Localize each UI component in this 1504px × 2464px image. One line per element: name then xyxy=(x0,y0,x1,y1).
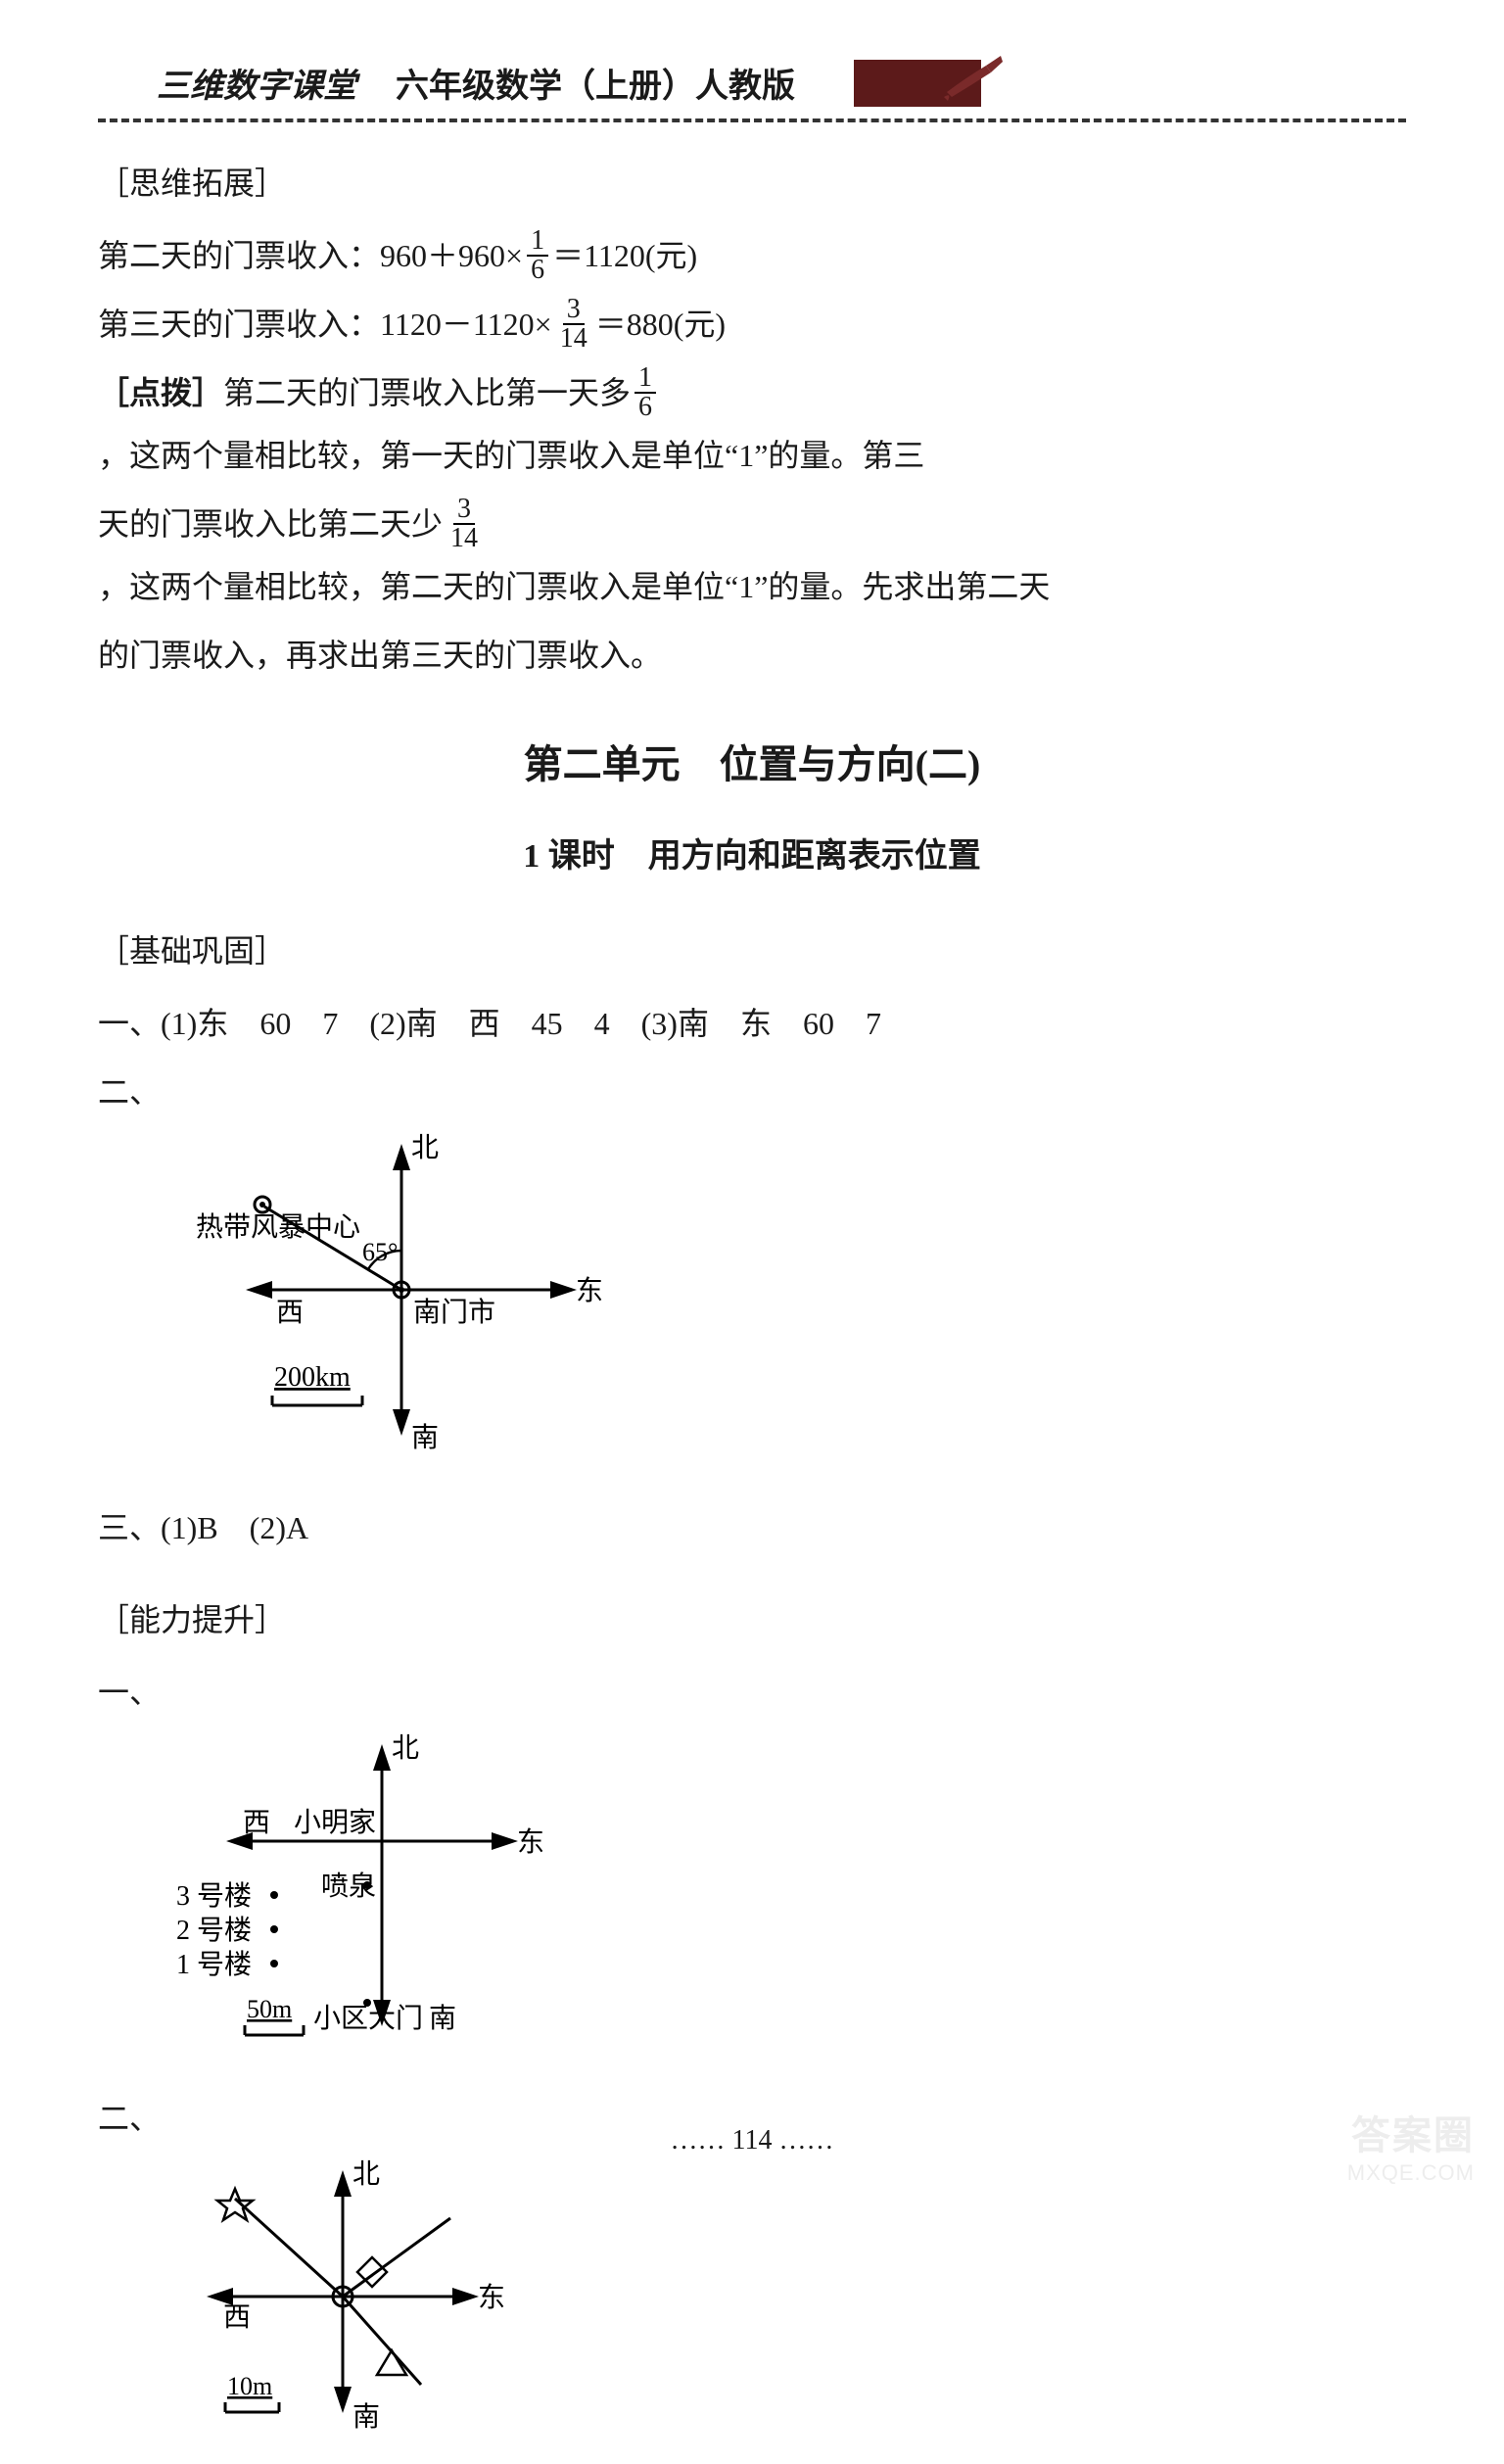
page-root: 三维数字课堂 六年级数学（上册）人教版 ［思维拓展］ 第二天的门票收入：960＋… xyxy=(0,0,1504,2205)
diagram-compass-storm: 北 南 东 西 热带风暴中心 65° 南门市 200km xyxy=(157,1133,1406,1487)
day2-prefix: 第二天的门票收入：960＋960× xyxy=(98,224,523,287)
frac-den: 6 xyxy=(527,257,548,284)
d3-north: 北 xyxy=(352,2159,380,2190)
unit-title: 第二单元 位置与方向(二) xyxy=(98,726,1406,804)
tip-line1: ［点拨］ 第二天的门票收入比第一天多 1 6 ，这两个量相比较，第一天的门票收入… xyxy=(98,361,1406,487)
tip-line3: 的门票收入，再求出第三天的门票收入。 xyxy=(98,624,1406,687)
d1-storm: 热带风暴中心 xyxy=(196,1211,360,1243)
page-header: 三维数字课堂 六年级数学（上册）人教版 xyxy=(157,59,1406,115)
d2-home: 小明家 xyxy=(294,1807,376,1838)
frac-num: 1 xyxy=(527,227,548,257)
watermark: 答案圈 MXQE.COM xyxy=(1347,2104,1475,2186)
thinking-day3-line: 第三天的门票收入：1120－1120× 3 14 ＝880(元) xyxy=(98,293,1406,355)
tip2b: ，这两个量相比较，第二天的门票收入是单位“1”的量。先求出第二天 xyxy=(98,555,1050,618)
d2-b2: 2 号楼 xyxy=(176,1915,252,1946)
d1-east: 东 xyxy=(576,1275,603,1306)
watermark-line2: MXQE.COM xyxy=(1347,2160,1475,2186)
frac-num: 3 xyxy=(453,496,475,525)
d2-b1: 1 号楼 xyxy=(176,1949,252,1980)
day3-prefix: 第三天的门票收入：1120－1120× xyxy=(98,293,552,355)
d1-city: 南门市 xyxy=(413,1297,495,1328)
watermark-line1: 答案圈 xyxy=(1347,2104,1475,2160)
frac-den: 14 xyxy=(446,525,482,552)
page-footer: …… 114 …… xyxy=(0,2125,1504,2156)
day2-suffix: ＝1120(元) xyxy=(552,224,697,287)
page-number: …… 114 …… xyxy=(671,2125,834,2156)
day3-fraction: 3 14 xyxy=(556,296,591,353)
tip1-fraction: 1 6 xyxy=(634,364,656,421)
header-badge xyxy=(854,60,981,107)
d2-scale: 50m xyxy=(247,1995,292,2023)
basic-q1: 一、(1)东 60 7 (2)南 西 45 4 (3)南 东 60 7 xyxy=(98,992,1406,1055)
header-rule xyxy=(98,118,1406,122)
d3-west: 西 xyxy=(223,2302,251,2333)
d2-west: 西 xyxy=(243,1808,270,1838)
d1-south: 南 xyxy=(411,1422,439,1453)
diagram-compass-community: 北 南 东 西 小明家 喷泉 3 号楼 2 号楼 1 号楼 小区大门 50m xyxy=(157,1733,1406,2077)
header-series-title: 三维数字课堂 xyxy=(157,59,356,107)
d1-north: 北 xyxy=(411,1133,439,1163)
tip2a: 天的门票收入比第二天少 xyxy=(98,493,443,555)
basic-q3: 三、(1)B (2)A xyxy=(98,1496,1406,1559)
section-ability-label: ［能力提升］ xyxy=(98,1588,1406,1651)
d3-east: 东 xyxy=(478,2282,505,2313)
d1-angle: 65° xyxy=(362,1238,398,1266)
rocket-icon xyxy=(942,48,1010,107)
header-book-title: 六年级数学（上册）人教版 xyxy=(396,59,795,107)
d2-north: 北 xyxy=(392,1733,419,1764)
tip1b: ，这两个量相比较，第一天的门票收入是单位“1”的量。第三 xyxy=(98,424,924,487)
d1-scale: 200km xyxy=(274,1362,351,1393)
tip3: 的门票收入，再求出第三天的门票收入。 xyxy=(98,624,662,687)
section-basic-label: ［基础巩固］ xyxy=(98,920,1406,982)
d3-south: 南 xyxy=(352,2401,380,2433)
lesson-title: 1 课时 用方向和距离表示位置 xyxy=(98,824,1406,890)
tip1a: 第二天的门票收入比第一天多 xyxy=(223,361,631,424)
basic-q2-label: 二、 xyxy=(98,1061,1406,1123)
d2-b3: 3 号楼 xyxy=(176,1880,252,1912)
d2-fountain: 喷泉 xyxy=(321,1871,376,1902)
day2-fraction: 1 6 xyxy=(527,227,548,284)
tip-line2: 天的门票收入比第二天少 3 14 ，这两个量相比较，第二天的门票收入是单位“1”… xyxy=(98,493,1406,618)
ability-q1-label: 一、 xyxy=(98,1661,1406,1724)
d2-gate: 小区大门 xyxy=(313,2003,423,2034)
frac-num: 1 xyxy=(634,364,656,394)
thinking-day2-line: 第二天的门票收入：960＋960× 1 6 ＝1120(元) xyxy=(98,224,1406,287)
d3-scale: 10m xyxy=(227,2372,272,2400)
d1-west: 西 xyxy=(276,1298,304,1328)
content-body: ［思维拓展］ 第二天的门票收入：960＋960× 1 6 ＝1120(元) 第三… xyxy=(98,152,1406,2464)
frac-den: 6 xyxy=(634,394,656,421)
tip2-fraction: 3 14 xyxy=(446,496,482,552)
tip-label: ［点拨］ xyxy=(98,361,223,424)
d2-south: 南 xyxy=(429,2003,456,2034)
d2-east: 东 xyxy=(517,1826,544,1858)
frac-num: 3 xyxy=(563,296,585,325)
frac-den: 14 xyxy=(556,325,591,353)
day3-suffix: ＝880(元) xyxy=(595,293,726,355)
section-thinking-label: ［思维拓展］ xyxy=(98,152,1406,214)
